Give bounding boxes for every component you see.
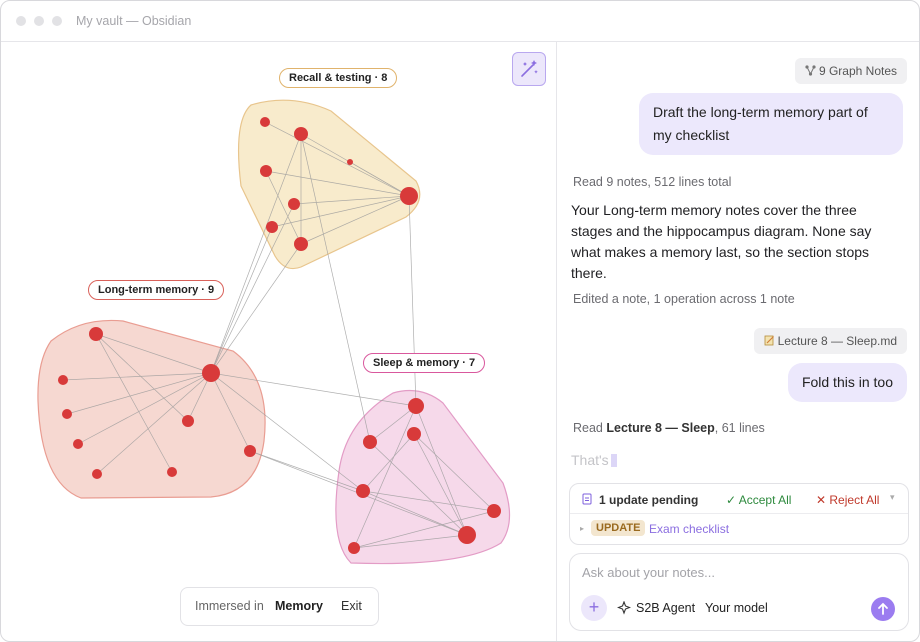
doc-icon <box>582 493 592 505</box>
note-node[interactable] <box>92 469 102 479</box>
reject-all-button[interactable]: ✕ Reject All <box>816 493 880 507</box>
accept-label: Accept All <box>738 493 792 507</box>
tool-status: Read 9 notes, 512 lines total <box>573 175 732 189</box>
graph-nodes <box>58 117 501 554</box>
tool-status: Read Lecture 8 — Sleep, 61 lines <box>573 421 765 435</box>
composer[interactable]: Ask about your notes... + S2B Agent Your… <box>569 553 909 631</box>
note-node[interactable] <box>260 117 270 127</box>
chat-pane: 9 Graph Notes Draft the long-term memory… <box>557 42 919 641</box>
note-node[interactable] <box>62 409 72 419</box>
magic-wand-button[interactable] <box>512 52 546 86</box>
title-bar: My vault — Obsidian <box>1 1 919 42</box>
send-button[interactable] <box>871 597 895 621</box>
window-minimize[interactable] <box>34 16 44 26</box>
note-node[interactable] <box>167 467 177 477</box>
note-node[interactable] <box>202 364 220 382</box>
note-node[interactable] <box>260 165 272 177</box>
wand-icon <box>521 60 538 77</box>
collapse-toggle[interactable]: ▾ <box>890 492 895 502</box>
note-node[interactable] <box>400 187 418 205</box>
note-node[interactable] <box>294 127 308 141</box>
send-icon <box>878 602 888 615</box>
note-node[interactable] <box>348 542 360 554</box>
window-close[interactable] <box>16 16 26 26</box>
note-node[interactable] <box>89 327 103 341</box>
note-node[interactable] <box>363 435 377 449</box>
note-node[interactable] <box>408 398 424 414</box>
model-selector[interactable]: Your model <box>705 601 768 615</box>
expand-toggle[interactable]: ▸ <box>580 524 585 533</box>
graph-icon <box>805 65 816 76</box>
exit-button[interactable]: Exit <box>341 599 362 613</box>
user-message: Fold this in too <box>787 363 907 402</box>
window-title: My vault — Obsidian <box>76 14 192 28</box>
pending-summary: 1 update pending <box>599 493 699 507</box>
streaming-content: That's <box>571 452 609 468</box>
memo-icon <box>764 335 774 346</box>
assistant-message: Your Long-term memory notes cover the th… <box>571 202 872 281</box>
hull-sleep <box>335 390 511 565</box>
update-target[interactable]: Exam checklist <box>649 522 730 536</box>
cluster-label[interactable]: Sleep & memory · 7 <box>363 353 486 373</box>
reject-label: Reject All <box>829 493 880 507</box>
hull-recall <box>237 99 421 270</box>
note-node[interactable] <box>294 237 308 251</box>
graph-edges <box>62 121 495 549</box>
composer-placeholder: Ask about your notes... <box>582 565 715 580</box>
cluster-hulls <box>37 99 511 565</box>
note-node[interactable] <box>244 445 256 457</box>
graph-notes-chip[interactable]: 9 Graph Notes <box>794 58 907 84</box>
cursor <box>610 454 617 467</box>
agent-selector[interactable]: S2B Agent <box>636 601 696 615</box>
pending-updates: 1 update pending ✓ Accept All ✕ Reject A… <box>569 483 909 545</box>
note-node[interactable] <box>487 504 501 518</box>
window-zoom[interactable] <box>52 16 62 26</box>
status-suffix: , 61 lines <box>714 421 765 435</box>
cluster-label[interactable]: Long-term memory · 9 <box>88 280 225 300</box>
immersion-prefix: Immersed in <box>195 599 264 613</box>
hull-long-term <box>37 319 266 499</box>
note-node[interactable] <box>182 415 194 427</box>
tool-status: Edited a note, 1 operation across 1 note <box>573 292 795 306</box>
immersion-space: Memory <box>275 599 323 613</box>
user-message: Draft the long-term memory part of my ch… <box>639 93 903 155</box>
cluster-label[interactable]: Recall & testing · 8 <box>279 68 398 88</box>
chip-label: Lecture 8 — Sleep.md <box>777 334 897 348</box>
streaming-text: That's <box>571 452 617 468</box>
note-node[interactable] <box>407 427 421 441</box>
accept-all-button[interactable]: ✓ Accept All <box>726 493 792 507</box>
immersion-bar: Immersed in Memory Exit <box>180 587 379 626</box>
note-node[interactable] <box>288 198 300 210</box>
file-chip[interactable]: Lecture 8 — Sleep.md <box>753 328 907 354</box>
graph-view <box>37 99 511 565</box>
pane-divider <box>556 42 557 641</box>
note-node[interactable] <box>356 484 370 498</box>
note-node[interactable] <box>266 221 278 233</box>
note-node[interactable] <box>73 439 83 449</box>
chip-label: 9 Graph Notes <box>818 64 897 78</box>
status-file: Lecture 8 — Sleep <box>606 421 715 435</box>
note-node[interactable] <box>347 159 353 165</box>
update-badge: UPDATE <box>591 520 646 536</box>
agent-icon <box>617 601 631 615</box>
status-prefix: Read <box>573 421 603 435</box>
add-button[interactable]: + <box>581 595 607 621</box>
divider <box>570 513 908 514</box>
note-node[interactable] <box>458 526 476 544</box>
note-node[interactable] <box>58 375 68 385</box>
